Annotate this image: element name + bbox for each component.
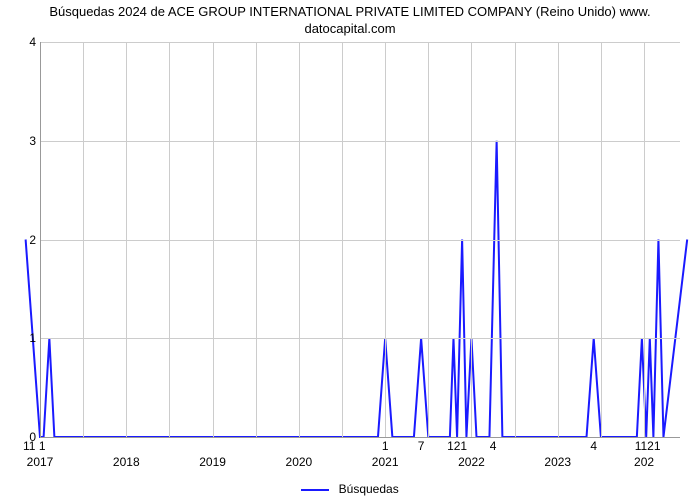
- gridline-v: [299, 42, 300, 437]
- line-chart: Búsquedas 2024 de ACE GROUP INTERNATIONA…: [0, 0, 700, 500]
- gridline-v: [385, 42, 386, 437]
- x-year-label: 202: [634, 455, 654, 469]
- gridline-h: [40, 141, 680, 142]
- plot-area: [40, 42, 680, 437]
- gridline-v: [213, 42, 214, 437]
- x-value-label: 4: [490, 439, 497, 453]
- gridline-v: [83, 42, 84, 437]
- x-value-label: 1: [382, 439, 389, 453]
- x-year-label: 2020: [286, 455, 313, 469]
- x-year-label: 2023: [544, 455, 571, 469]
- gridline-h: [40, 338, 680, 339]
- x-year-label: 2019: [199, 455, 226, 469]
- chart-title: Búsquedas 2024 de ACE GROUP INTERNATIONA…: [0, 0, 700, 38]
- y-tick-label: 3: [24, 134, 36, 148]
- gridline-v: [601, 42, 602, 437]
- gridline-v: [169, 42, 170, 437]
- y-tick-label: 1: [24, 331, 36, 345]
- x-value-label: 4: [590, 439, 597, 453]
- y-tick-label: 4: [24, 35, 36, 49]
- gridline-v: [644, 42, 645, 437]
- x-year-label: 2018: [113, 455, 140, 469]
- gridline-h: [40, 240, 680, 241]
- x-value-label: 11: [23, 439, 35, 453]
- y-tick-label: 2: [24, 233, 36, 247]
- gridline-v: [515, 42, 516, 437]
- x-value-label: 7: [418, 439, 425, 453]
- gridline-v: [256, 42, 257, 437]
- legend-label: Búsquedas: [339, 482, 399, 496]
- x-year-label: 2017: [27, 455, 54, 469]
- x-value-label: 1121: [635, 439, 661, 453]
- legend-swatch: [301, 489, 329, 491]
- gridline-h: [40, 42, 680, 43]
- x-value-label: 121: [447, 439, 467, 453]
- gridline-v: [342, 42, 343, 437]
- x-axis: [40, 437, 680, 438]
- chart-title-line2: datocapital.com: [304, 21, 395, 36]
- series-line: [26, 141, 688, 437]
- x-year-label: 2021: [372, 455, 399, 469]
- legend: Búsquedas: [0, 482, 700, 496]
- gridline-v: [428, 42, 429, 437]
- gridline-v: [471, 42, 472, 437]
- x-year-label: 2022: [458, 455, 485, 469]
- chart-title-line1: Búsquedas 2024 de ACE GROUP INTERNATIONA…: [49, 4, 650, 19]
- gridline-v: [126, 42, 127, 437]
- x-value-label: 1: [39, 439, 46, 453]
- gridline-v: [558, 42, 559, 437]
- y-axis: [40, 42, 41, 437]
